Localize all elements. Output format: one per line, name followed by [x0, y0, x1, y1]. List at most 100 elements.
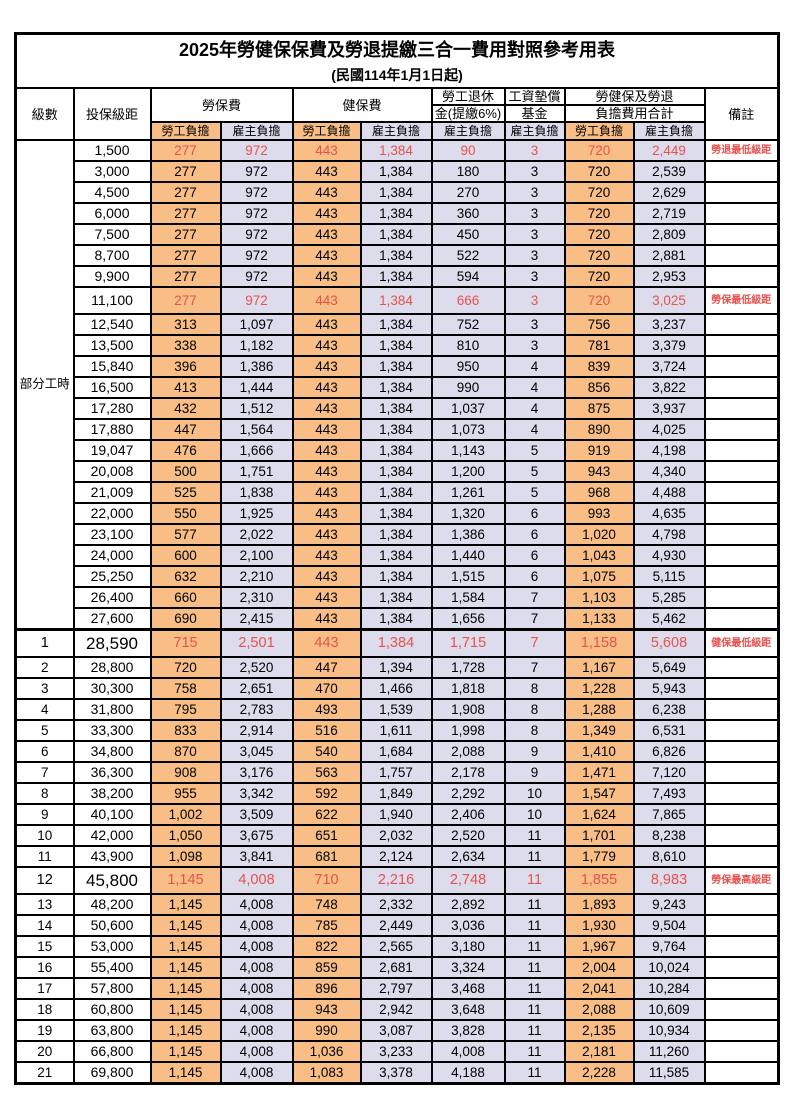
- cell-value: 3,324: [430, 956, 506, 979]
- col-header-bracket: 投保級距: [72, 87, 152, 141]
- cell-value: 11: [503, 956, 566, 979]
- cell-value: 1,288: [563, 698, 635, 721]
- cell-value: 7: [503, 628, 566, 658]
- cell-bracket: 28,590: [72, 628, 152, 658]
- cell-note: [703, 160, 780, 183]
- cell-value: 955: [149, 782, 222, 805]
- cell-note: [703, 698, 780, 721]
- cell-value: 3,378: [359, 1061, 433, 1085]
- cell-value: 2,124: [359, 845, 433, 868]
- cell-value: 1,200: [430, 460, 506, 483]
- cell-value: 443: [291, 376, 362, 399]
- table-row: 14 50,600 1,145 4,008 785 2,449 3,036 11 1,930 9,…: [14, 914, 780, 937]
- cell-value: 6,531: [632, 719, 706, 742]
- cell-value: 313: [149, 313, 222, 336]
- cell-note: [703, 202, 780, 225]
- cell-value: 11: [503, 1019, 566, 1042]
- cell-value: 1,384: [359, 460, 433, 483]
- subheader-labor-employer: 雇主負擔: [219, 121, 294, 141]
- cell-value: 2,539: [632, 160, 706, 183]
- cell-value: 1,384: [359, 265, 433, 288]
- cell-value: 4,008: [219, 998, 294, 1021]
- cell-value: 413: [149, 376, 222, 399]
- cell-note: [703, 181, 780, 204]
- cell-value: 622: [291, 803, 362, 826]
- cell-value: 1,182: [219, 334, 294, 357]
- cell-value: 592: [291, 782, 362, 805]
- cell-note: [703, 803, 780, 826]
- cell-value: 1,145: [149, 914, 222, 937]
- cell-value: 972: [219, 244, 294, 267]
- cell-value: 3: [503, 223, 566, 246]
- cell-value: 4: [503, 355, 566, 378]
- cell-value: 2,634: [430, 845, 506, 868]
- cell-value: 756: [563, 313, 635, 336]
- cell-value: 500: [149, 460, 222, 483]
- cell-value: 950: [430, 355, 506, 378]
- cell-value: 1,998: [430, 719, 506, 742]
- cell-value: 666: [430, 286, 506, 315]
- cell-value: 7: [503, 607, 566, 631]
- cell-value: 3: [503, 313, 566, 336]
- cell-note: [703, 313, 780, 336]
- cell-value: 5: [503, 460, 566, 483]
- cell-level: 16: [14, 956, 75, 979]
- cell-value: 11: [503, 977, 566, 1000]
- cell-value: 2,748: [430, 866, 506, 895]
- cell-level: 19: [14, 1019, 75, 1042]
- cell-value: 3: [503, 160, 566, 183]
- col-header-total-line2: 負擔費用合計: [563, 104, 706, 123]
- cell-value: 2,881: [632, 244, 706, 267]
- cell-note: [703, 244, 780, 267]
- cell-bracket: 66,800: [72, 1040, 152, 1063]
- cell-note: [703, 956, 780, 979]
- cell-value: 1,384: [359, 223, 433, 246]
- table-row: 21,009 525 1,838 443 1,384 1,261 5 968 4,488: [16, 481, 780, 504]
- cell-value: 720: [563, 223, 635, 246]
- cell-value: 1,893: [563, 893, 635, 916]
- table-row: 3,000 277 972 443 1,384 180 3 720 2,539: [16, 160, 780, 183]
- cell-value: 5,285: [632, 586, 706, 609]
- cell-value: 720: [563, 244, 635, 267]
- cell-value: 11: [503, 845, 566, 868]
- cell-value: 563: [291, 761, 362, 784]
- cell-value: 2,501: [219, 628, 294, 658]
- cell-value: 1,384: [359, 502, 433, 525]
- cell-value: 1,384: [359, 376, 433, 399]
- cell-value: 1,384: [359, 607, 433, 631]
- cell-value: 450: [430, 223, 506, 246]
- cell-value: 2,719: [632, 202, 706, 225]
- cell-value: 2,449: [359, 914, 433, 937]
- cell-value: 594: [430, 265, 506, 288]
- cell-value: 11: [503, 935, 566, 958]
- cell-value: 4: [503, 397, 566, 420]
- table-row: 9,900 277 972 443 1,384 594 3 720 2,953: [16, 265, 780, 288]
- cell-value: 4,488: [632, 481, 706, 504]
- cell-value: 6,238: [632, 698, 706, 721]
- cell-value: 1,384: [359, 418, 433, 441]
- cell-value: 10: [503, 782, 566, 805]
- cell-value: 1,757: [359, 761, 433, 784]
- cell-value: 839: [563, 355, 635, 378]
- cell-level: 12: [14, 866, 75, 895]
- subheader-health-employer: 雇主負擔: [359, 121, 433, 141]
- cell-value: 1,384: [359, 523, 433, 546]
- cell-note: [703, 265, 780, 288]
- cell-bracket: 17,280: [72, 397, 152, 420]
- cell-value: 443: [291, 355, 362, 378]
- cell-value: 990: [291, 1019, 362, 1042]
- cell-note: [703, 502, 780, 525]
- cell-value: 9: [503, 761, 566, 784]
- cell-value: 10,934: [632, 1019, 706, 1042]
- table-row: 19 63,800 1,145 4,008 990 3,087 3,828 11 2,135 10…: [14, 1019, 780, 1042]
- cell-value: 1,471: [563, 761, 635, 784]
- col-header-health-insurance: 健保費: [291, 87, 433, 123]
- page-title: 2025年勞健保保費及勞退提繳三合一費用對照參考用表: [179, 40, 616, 60]
- cell-value: 748: [291, 893, 362, 916]
- cell-level: 3: [14, 677, 75, 700]
- cell-bracket: 63,800: [72, 1019, 152, 1042]
- cell-value: 720: [563, 286, 635, 315]
- cell-bracket: 1,500: [72, 139, 152, 162]
- cell-value: 2,406: [430, 803, 506, 826]
- title-cell: 2025年勞健保保費及勞退提繳三合一費用對照參考用表 (民國114年1月1日起): [14, 32, 780, 89]
